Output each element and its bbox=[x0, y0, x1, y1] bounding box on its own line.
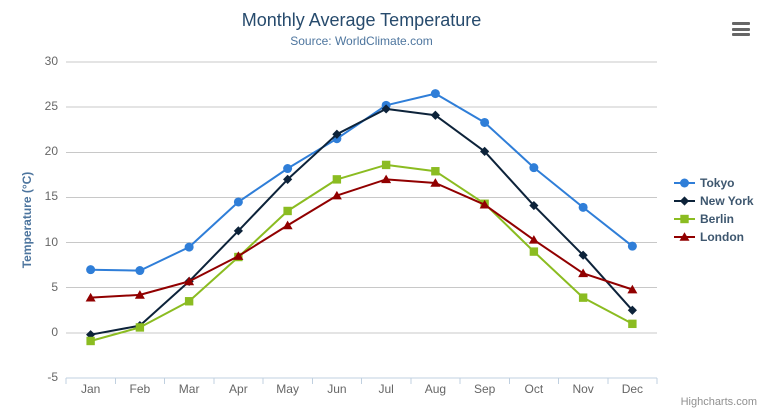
data-point[interactable] bbox=[627, 305, 637, 315]
data-point[interactable] bbox=[184, 242, 194, 252]
data-point[interactable] bbox=[627, 241, 637, 251]
data-point[interactable] bbox=[233, 226, 243, 236]
data-point[interactable] bbox=[332, 175, 342, 184]
x-axis-label: Dec bbox=[621, 382, 644, 396]
x-axis-label: Mar bbox=[178, 382, 200, 396]
y-axis-label: 25 bbox=[44, 99, 58, 114]
data-point[interactable] bbox=[282, 220, 293, 230]
data-point[interactable] bbox=[578, 202, 588, 212]
series-line-tokyo[interactable] bbox=[89, 92, 634, 272]
x-axis-label: Jul bbox=[378, 382, 394, 396]
data-point[interactable] bbox=[430, 89, 440, 99]
x-axis-label: Jan bbox=[80, 382, 101, 396]
y-axis-label: 5 bbox=[51, 279, 58, 294]
data-point[interactable] bbox=[480, 117, 490, 127]
legend-item-london[interactable]: London bbox=[674, 228, 754, 246]
y-axis-title: Temperature (°C) bbox=[20, 171, 34, 269]
data-point[interactable] bbox=[528, 235, 539, 244]
legend: Tokyo New York Berlin London bbox=[674, 174, 754, 246]
chart-subtitle: Source: WorldClimate.com bbox=[290, 34, 433, 48]
data-point[interactable] bbox=[283, 174, 293, 184]
legend-square-icon bbox=[674, 214, 695, 224]
data-point[interactable] bbox=[578, 293, 588, 302]
x-axis-label: Aug bbox=[424, 382, 447, 396]
data-point[interactable] bbox=[85, 292, 96, 302]
data-point[interactable] bbox=[529, 200, 539, 211]
x-axis-label: Feb bbox=[129, 382, 151, 396]
y-axis-label: 20 bbox=[44, 144, 58, 159]
data-point[interactable] bbox=[430, 178, 441, 187]
data-point[interactable] bbox=[381, 174, 392, 184]
data-point[interactable] bbox=[529, 163, 539, 173]
y-axis-label: -5 bbox=[47, 370, 58, 384]
data-point[interactable] bbox=[578, 250, 588, 260]
series-line-berlin[interactable] bbox=[89, 163, 634, 342]
data-point[interactable] bbox=[430, 110, 440, 120]
data-point[interactable] bbox=[283, 164, 293, 174]
data-point[interactable] bbox=[184, 297, 194, 306]
x-axis-label: Sep bbox=[473, 382, 496, 396]
credits-link[interactable]: Highcharts.com bbox=[680, 396, 757, 408]
x-axis-label: Nov bbox=[572, 382, 594, 396]
data-point[interactable] bbox=[431, 167, 440, 176]
data-point[interactable] bbox=[135, 323, 145, 332]
legend-item-tokyo[interactable]: Tokyo bbox=[674, 174, 754, 192]
data-point[interactable] bbox=[628, 319, 637, 329]
legend-item-berlin[interactable]: Berlin bbox=[674, 210, 754, 228]
legend-item-new-york[interactable]: New York bbox=[674, 192, 754, 210]
chart-title: Monthly Average Temperature bbox=[241, 10, 482, 30]
legend-label: New York bbox=[700, 194, 754, 208]
data-point[interactable] bbox=[578, 268, 589, 278]
legend-diamond-icon bbox=[674, 196, 695, 206]
y-axis-label: 15 bbox=[44, 189, 58, 204]
data-point[interactable] bbox=[627, 284, 638, 294]
data-point[interactable] bbox=[381, 104, 391, 114]
data-point[interactable] bbox=[480, 146, 490, 156]
data-point[interactable] bbox=[135, 266, 145, 276]
legend-label: London bbox=[700, 230, 744, 244]
data-point[interactable] bbox=[134, 290, 145, 299]
x-axis-label: Oct bbox=[524, 382, 544, 396]
y-axis-label: 0 bbox=[51, 324, 58, 339]
data-point[interactable] bbox=[479, 199, 490, 209]
data-point[interactable] bbox=[332, 129, 342, 139]
legend-label: Berlin bbox=[700, 212, 735, 226]
legend-triangle-icon bbox=[674, 232, 695, 241]
data-point[interactable] bbox=[184, 276, 195, 286]
hamburger-menu-icon bbox=[732, 27, 750, 31]
series-line-new-york[interactable] bbox=[89, 107, 634, 336]
y-axis-label: 10 bbox=[44, 234, 58, 249]
export-menu-button[interactable] bbox=[731, 21, 751, 37]
data-point[interactable] bbox=[233, 251, 244, 260]
y-axis-label: 30 bbox=[44, 54, 58, 68]
data-point[interactable] bbox=[331, 190, 342, 200]
legend-label: Tokyo bbox=[700, 176, 735, 190]
x-axis-label: May bbox=[276, 382, 299, 396]
series-line-london[interactable] bbox=[89, 178, 634, 299]
hamburger-menu-icon bbox=[732, 22, 750, 25]
hamburger-menu-icon bbox=[732, 33, 750, 36]
data-point[interactable] bbox=[86, 330, 96, 340]
data-point[interactable] bbox=[381, 160, 391, 170]
data-point[interactable] bbox=[86, 336, 95, 346]
data-point[interactable] bbox=[283, 206, 292, 216]
x-axis-label: Jun bbox=[327, 382, 347, 396]
data-point[interactable] bbox=[233, 197, 243, 207]
data-point[interactable] bbox=[529, 247, 539, 256]
data-point[interactable] bbox=[86, 265, 96, 275]
x-axis-label: Apr bbox=[229, 382, 248, 396]
legend-circle-icon bbox=[674, 178, 695, 188]
